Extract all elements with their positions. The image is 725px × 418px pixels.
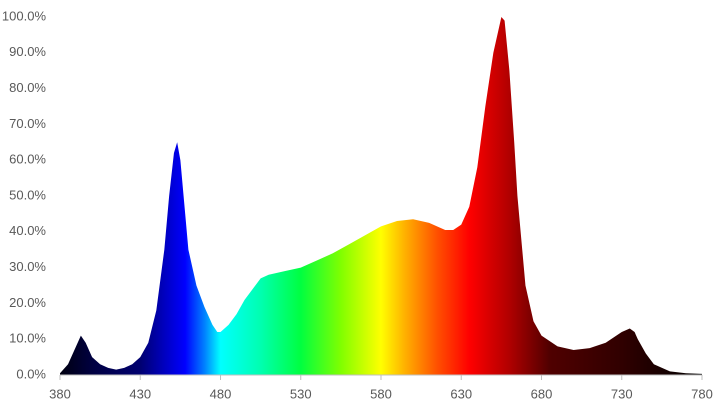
x-tick-label: 680	[531, 386, 553, 401]
y-tick-label: 60.0%	[9, 152, 46, 167]
spectrum-area	[60, 17, 702, 375]
y-tick-label: 80.0%	[9, 80, 46, 95]
y-tick-label: 40.0%	[9, 223, 46, 238]
y-tick-label: 20.0%	[9, 295, 46, 310]
x-tick-label: 580	[370, 386, 392, 401]
y-tick-label: 10.0%	[9, 331, 46, 346]
y-tick-label: 30.0%	[9, 259, 46, 274]
x-tick-label: 730	[611, 386, 633, 401]
y-tick-label: 50.0%	[9, 187, 46, 202]
x-tick-label: 530	[290, 386, 312, 401]
x-tick-label: 780	[691, 386, 713, 401]
y-tick-label: 100.0%	[2, 8, 47, 23]
x-tick-label: 380	[49, 386, 71, 401]
y-tick-label: 0.0%	[16, 366, 46, 381]
x-tick-label: 430	[129, 386, 151, 401]
x-tick-label: 480	[210, 386, 232, 401]
y-tick-label: 70.0%	[9, 116, 46, 131]
x-tick-label: 630	[450, 386, 472, 401]
y-tick-label: 90.0%	[9, 44, 46, 59]
